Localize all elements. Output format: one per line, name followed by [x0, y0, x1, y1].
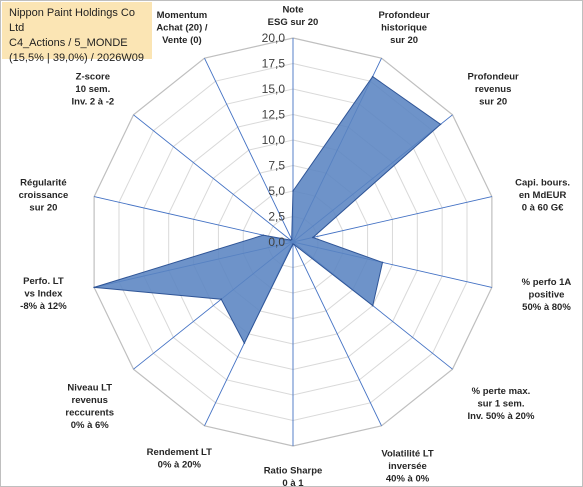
tick-label: 2,5: [268, 210, 285, 224]
chart-title-company: Nippon Paint Holdings Co Ltd: [9, 7, 135, 34]
chart-title-scores: (15,5% | 39,0%) / 2026W09: [9, 52, 144, 64]
tick-label: 15,0: [262, 82, 286, 96]
tick-label: 12,5: [262, 108, 286, 122]
axis-spoke: [133, 114, 294, 243]
axis-label: Profondeur historique sur 20: [378, 10, 429, 46]
axis-label: Perfo. LT vs Index -8% à 12%: [20, 276, 67, 312]
series-point: [371, 304, 374, 307]
axis-label: % perte max. sur 1 sem. Inv. 50% à 20%: [468, 386, 535, 422]
tick-label: 0,0: [268, 235, 285, 249]
series-point: [289, 239, 292, 241]
axis-label: % perfo 1A positive 50% à 80%: [522, 277, 572, 313]
series-point: [292, 243, 294, 245]
series-point: [293, 243, 296, 246]
axis-spoke: [292, 241, 382, 426]
series-point: [312, 236, 314, 239]
axis-label: Note ESG sur 20: [268, 5, 319, 29]
axis-label: Momentum Achat (20) / Vente (0): [156, 10, 208, 46]
series-point: [381, 261, 384, 264]
series-point: [262, 234, 264, 236]
series-point: [220, 298, 223, 301]
series-point: [243, 342, 246, 344]
tick-label: 5,0: [268, 184, 285, 198]
axis-label: Z-score 10 sem. Inv. 2 à -2: [72, 72, 115, 108]
tick-label: 7,5: [268, 159, 285, 173]
axis-label: Niveau LT revenus reccurents 0% à 6%: [65, 382, 114, 431]
axis-label: Ratio Sharpe 0 à 1: [264, 466, 323, 487]
axis-spoke: [292, 196, 492, 243]
axis-label: Profondeur revenus sur 20: [468, 72, 519, 108]
tick-label: 10,0: [262, 133, 286, 147]
axis-label: Régularité croissance sur 20: [19, 177, 69, 213]
axis-spoke: [94, 196, 294, 243]
axis-spoke: [204, 58, 294, 243]
series-point: [292, 190, 294, 192]
radial-tick-labels: 0,0 2,5 5,0 7,5 10,0 12,5 15,0 17,5 20,0: [262, 31, 286, 249]
chart-title-box: Nippon Paint Holdings Co Ltd C4_Actions …: [2, 2, 152, 64]
chart-title-category: C4_Actions / 5_MONDE: [9, 37, 128, 49]
axis-label: Volatilité LT inversée 40% à 0%: [381, 449, 434, 485]
axis-label: Rendement LT 0% à 20%: [147, 447, 212, 471]
axis-label: Capi. bours. en MdEUR 0 à 60 G€: [515, 177, 570, 213]
series-point: [93, 286, 95, 289]
tick-label: 17,5: [262, 57, 286, 71]
radar-series: [93, 75, 442, 345]
axis-labels: Note ESG sur 20 Profondeur historique sur 20…: [19, 5, 572, 487]
series-point: [439, 123, 442, 126]
series-point: [371, 75, 374, 78]
series-point: [290, 238, 293, 241]
tick-label: 20,0: [262, 31, 286, 45]
